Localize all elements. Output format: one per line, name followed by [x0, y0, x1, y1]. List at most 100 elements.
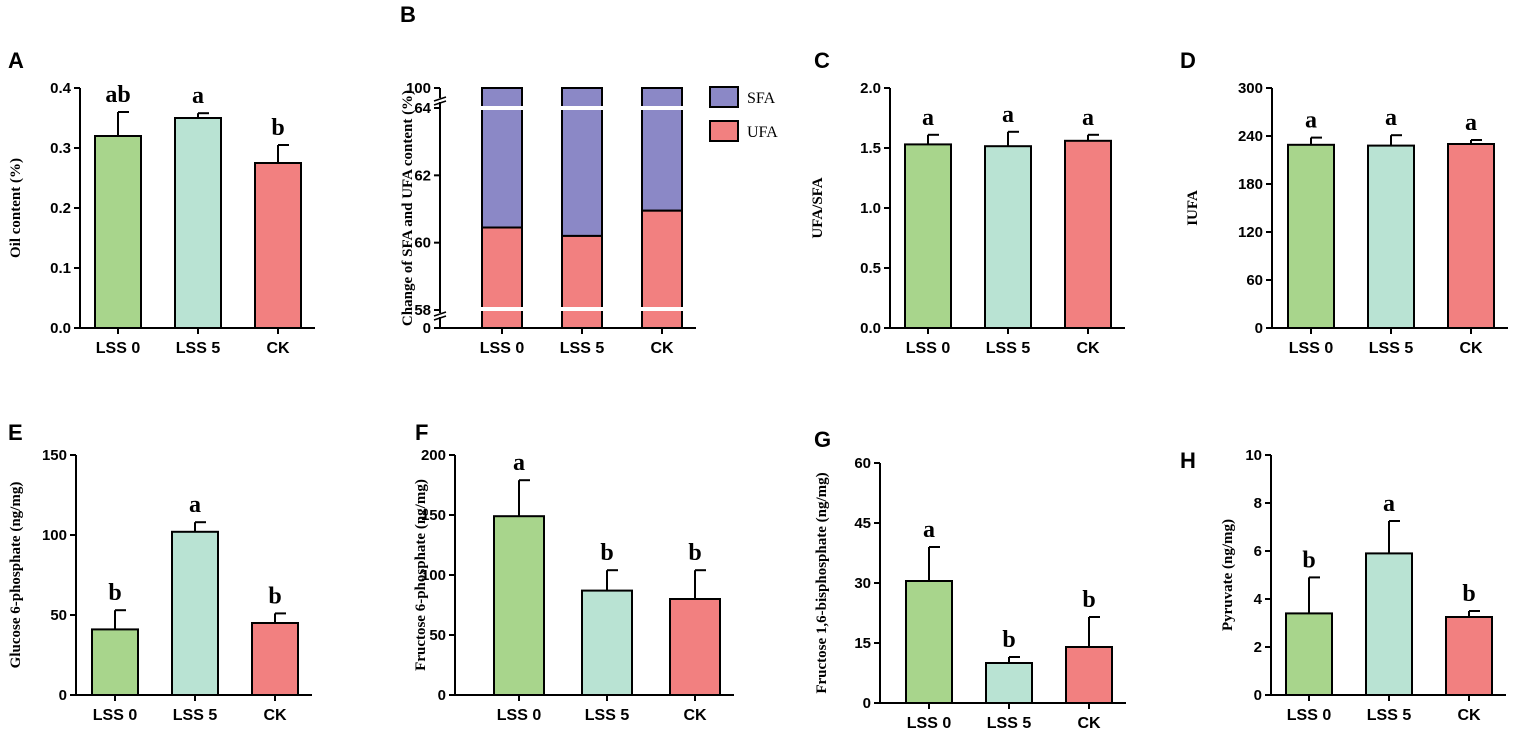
x-tick-label: LSS 0	[480, 340, 525, 357]
bar	[985, 662, 1033, 704]
y-tick-label: 0.3	[50, 140, 71, 157]
y-axis-label: Oil content (%)	[8, 158, 24, 258]
significance-letter: a	[1082, 105, 1094, 131]
bar	[1367, 144, 1415, 329]
y-tick-label: 100	[42, 527, 67, 544]
panel-letter: G	[814, 427, 831, 452]
y-tick-label: 6	[1254, 543, 1262, 560]
x-tick-label: LSS 0	[907, 715, 952, 730]
legend-swatch-sfa	[709, 86, 739, 108]
x-tick-label: CK	[1077, 715, 1101, 730]
bar	[1365, 552, 1413, 697]
legend-swatch-ufa	[709, 120, 739, 142]
bar	[1285, 612, 1333, 697]
panel-letter: B	[400, 2, 416, 27]
x-tick-label: CK	[683, 707, 707, 724]
bar	[1287, 143, 1335, 329]
significance-letter: a	[1002, 102, 1014, 128]
x-tick-label: CK	[1076, 340, 1100, 357]
significance-letter: a	[923, 517, 935, 543]
significance-letter: b	[268, 583, 281, 609]
axis-break-mark	[433, 96, 447, 102]
significance-letter: a	[1383, 491, 1395, 517]
significance-letter: ab	[105, 82, 130, 108]
significance-letter: b	[271, 115, 284, 141]
significance-letter: a	[1465, 110, 1477, 136]
significance-letter: b	[688, 540, 701, 566]
y-tick-label: 50	[429, 627, 446, 644]
significance-letter: b	[600, 540, 613, 566]
bar	[904, 143, 952, 329]
bar-break-band	[639, 106, 685, 110]
x-tick-label: LSS 5	[987, 715, 1032, 730]
bar	[905, 580, 953, 704]
y-tick-label: 60	[414, 235, 431, 252]
y-tick-label: 2	[1254, 639, 1262, 656]
panel-f: F 0 50 100 150 200 Fructose 6-phosphate (ng/mg…	[413, 420, 734, 724]
significance-letter: a	[513, 450, 525, 476]
y-tick-label: 1.5	[860, 140, 881, 157]
y-tick-label: 15	[854, 635, 871, 652]
bar	[171, 530, 219, 696]
significance-letter: b	[1002, 627, 1015, 653]
bar-break-band	[479, 106, 525, 110]
bar	[581, 589, 633, 696]
y-tick-label: 150	[421, 507, 446, 524]
y-tick-label: 100	[421, 567, 446, 584]
panel-letter: H	[1180, 448, 1196, 473]
bar-break-band	[559, 307, 605, 311]
y-axis-label: Glucose 6-phosphate (ng/mg)	[8, 482, 24, 669]
y-tick-label: 60	[854, 455, 871, 472]
bar	[984, 145, 1032, 329]
y-tick-label: 0.0	[860, 320, 881, 337]
panel-letter: C	[814, 48, 830, 73]
bar	[94, 135, 142, 329]
bar-ufa	[561, 234, 603, 329]
bar	[251, 622, 299, 696]
y-axis-label: Fructose 1,6-bisphosphate (ng/mg)	[814, 472, 830, 693]
y-tick-label: 0	[438, 687, 446, 704]
bar	[91, 628, 139, 697]
x-tick-label: LSS 5	[585, 707, 630, 724]
y-tick-label: 2.0	[860, 80, 881, 97]
panel-c: C 0.0 0.5 1.0 1.5 2.0 UFA/SFA LSS 0 a LSS 5 a CK a	[810, 48, 1125, 357]
bar-sfa	[481, 87, 523, 229]
x-tick-label: LSS 5	[986, 340, 1031, 357]
y-tick-label: 60	[1246, 272, 1263, 289]
significance-letter: a	[1305, 108, 1317, 134]
x-tick-label: LSS 0	[1289, 340, 1334, 357]
y-tick-label: 8	[1254, 495, 1262, 512]
x-tick-label: CK	[650, 340, 674, 357]
y-tick-label: 10	[1245, 447, 1262, 464]
y-tick-label: 300	[1238, 80, 1263, 97]
significance-letter: b	[1082, 587, 1095, 613]
x-tick-label: CK	[1459, 340, 1483, 357]
significance-letter: a	[922, 105, 934, 131]
x-tick-label: LSS 5	[1369, 340, 1414, 357]
y-tick-label: 45	[854, 515, 871, 532]
x-tick-label: LSS 0	[1287, 707, 1332, 724]
panel-e: E 0 50 100 150 Glucose 6-phosphate (ng/mg) LSS…	[8, 420, 312, 724]
y-tick-label: 0.2	[50, 200, 71, 217]
y-tick-label: 58	[414, 302, 431, 319]
y-tick-label: 150	[42, 447, 67, 464]
y-tick-label: 200	[421, 447, 446, 464]
y-tick-label: 0	[1254, 687, 1262, 704]
legend-label-ufa: UFA	[747, 124, 778, 141]
axis-break-gap	[435, 313, 445, 317]
bar-sfa	[561, 87, 603, 237]
bar-break-band	[559, 106, 605, 110]
y-tick-label: 0.5	[860, 260, 881, 277]
y-tick-label: 240	[1238, 128, 1263, 145]
y-axis-label: UFA/SFA	[810, 177, 826, 238]
panel-h: H 0 2 4 6 8 10 Pyruvate (ng/mg) LSS 0 b LSS 5 a CK b	[1180, 447, 1506, 724]
significance-letter: b	[108, 580, 121, 606]
y-tick-label: 100	[406, 80, 431, 97]
legend: SFA UFA	[709, 86, 778, 142]
x-tick-label: LSS 0	[497, 707, 542, 724]
y-tick-label: 64	[414, 100, 431, 117]
y-tick-label: 180	[1238, 176, 1263, 193]
panel-letter: D	[1180, 48, 1196, 73]
